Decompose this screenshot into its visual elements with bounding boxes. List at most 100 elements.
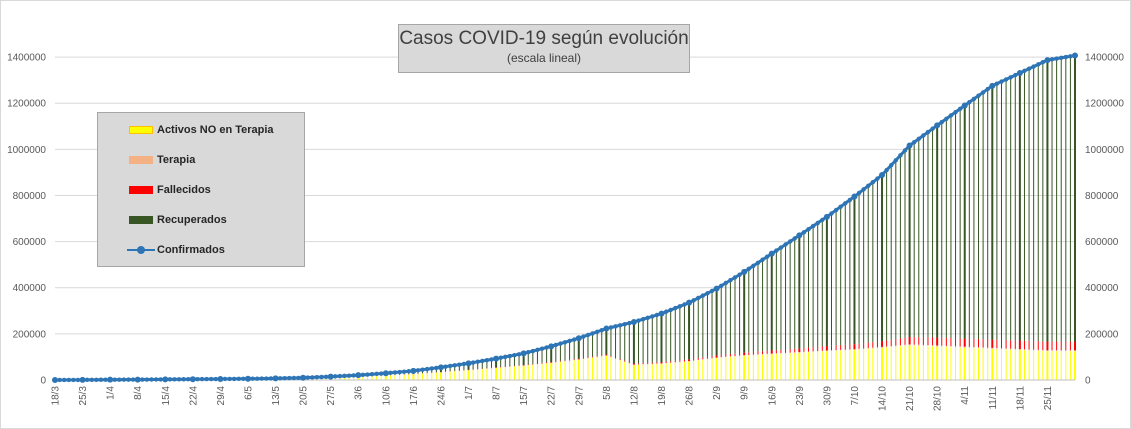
bar-fill-fallecidos — [729, 354, 731, 357]
point-confirmados — [374, 371, 379, 377]
bar-fallecidos — [936, 337, 939, 346]
bar-fill-activos-no-en-terapia — [1042, 350, 1044, 380]
bar-fill-recuperados — [670, 309, 672, 362]
point-confirmados — [296, 375, 301, 381]
point-confirmados — [530, 348, 536, 354]
bar-fill-activos-no-en-terapia — [628, 363, 630, 380]
bar-fill-recuperados — [555, 344, 557, 362]
bar-fill-terapia — [867, 348, 869, 349]
bar-fill-recuperados — [780, 247, 782, 350]
bar-fill-activos-no-en-terapia — [596, 357, 598, 380]
bar-fill-activos-no-en-terapia — [711, 358, 713, 380]
point-confirmados — [829, 211, 834, 216]
bar-fill-terapia — [945, 345, 947, 347]
bar-recuperados — [495, 358, 498, 368]
point-confirmados — [755, 260, 761, 265]
point-confirmados — [838, 204, 843, 209]
bar-fill-activos-no-en-terapia — [1028, 350, 1030, 380]
bar-fill-terapia — [858, 348, 860, 350]
bar-fill-activos-no-en-terapia — [555, 362, 557, 380]
bar-recuperados — [467, 363, 470, 370]
point-confirmados — [420, 367, 425, 372]
bar-fill-activos-no-en-terapia — [849, 350, 851, 380]
bar-fill-activos-no-en-terapia — [592, 357, 594, 380]
bar-terapia — [743, 355, 746, 356]
point-confirmados — [186, 377, 191, 382]
bar-fill-activos-no-en-terapia — [876, 348, 878, 380]
bar-fill-activos-no-en-terapia — [835, 350, 837, 380]
point-confirmados — [172, 377, 177, 382]
bar-fill-recuperados — [638, 320, 640, 364]
bar-activos-no-en-terapia — [495, 368, 498, 380]
bar-fill-activos-no-en-terapia — [1060, 351, 1062, 380]
bar-fill-recuperados — [720, 285, 722, 355]
point-confirmados — [971, 96, 977, 102]
bar-fill-terapia — [849, 349, 851, 351]
bar-fill-fallecidos — [835, 345, 837, 351]
bar-recuperados — [798, 235, 801, 349]
bar-fallecidos — [991, 339, 994, 348]
bar-fill-activos-no-en-terapia — [1033, 350, 1035, 380]
bar-fill-fallecidos — [973, 338, 975, 348]
bar-fill-activos-no-en-terapia — [729, 356, 731, 380]
bar-fallecidos — [881, 341, 884, 347]
bar-fill-terapia — [734, 355, 736, 357]
bar-fill-fallecidos — [1056, 341, 1058, 351]
bar-fill-terapia — [895, 345, 897, 347]
bar-fill-activos-no-en-terapia — [950, 347, 952, 380]
bar-fallecidos — [660, 362, 663, 364]
bar-fill-recuperados — [927, 132, 929, 338]
bar-fill-recuperados — [527, 352, 529, 365]
bar-fill-fallecidos — [899, 338, 901, 346]
bar-fill-activos-no-en-terapia — [477, 369, 479, 380]
bar-fill-activos-no-en-terapia — [573, 360, 575, 380]
x-tick-label: 8/4 — [133, 386, 144, 400]
point-confirmados — [967, 100, 972, 105]
bar-fallecidos — [963, 338, 966, 347]
bar-fill-fallecidos — [996, 339, 998, 349]
legend-item-activos: Activos NO en Terapia — [98, 122, 304, 138]
x-tick-label: 9/9 — [740, 386, 751, 400]
point-confirmados — [241, 376, 246, 382]
point-confirmados — [526, 350, 531, 355]
bar-fill-activos-no-en-terapia — [725, 357, 727, 380]
point-confirmados — [475, 359, 480, 364]
bar-fill-activos-no-en-terapia — [403, 374, 405, 380]
point-confirmados — [603, 325, 610, 332]
point-confirmados — [1049, 57, 1055, 62]
bar-fill-recuperados — [918, 138, 920, 338]
bar-fill-fallecidos — [1010, 340, 1012, 349]
bar-fill-fallecidos — [596, 355, 598, 357]
bar-fill-fallecidos — [748, 352, 750, 355]
bar-fill-terapia — [1056, 350, 1058, 352]
bar-fill-terapia — [766, 353, 768, 355]
x-tick-label: 6/5 — [243, 386, 254, 400]
point-confirmados — [434, 365, 439, 371]
point-confirmados — [452, 363, 457, 368]
bar-fill-activos-no-en-terapia — [394, 375, 396, 380]
point-confirmados — [1022, 68, 1027, 74]
point-confirmados — [264, 376, 269, 381]
bar-fill-recuperados — [913, 142, 915, 338]
bar-fill-fallecidos — [895, 339, 897, 346]
point-confirmados — [437, 364, 444, 371]
bar-fill-recuperados — [808, 229, 810, 348]
point-confirmados — [957, 106, 963, 112]
bar-recuperados — [1074, 55, 1076, 342]
bar-fill-activos-no-en-terapia — [435, 372, 437, 380]
point-confirmados — [622, 322, 627, 327]
bar-fill-recuperados — [518, 354, 520, 366]
bar-terapia — [936, 345, 939, 347]
bar-fill-activos-no-en-terapia — [932, 346, 934, 380]
bar-fill-activos-no-en-terapia — [913, 345, 915, 380]
point-confirmados — [741, 268, 748, 275]
bar-fill-recuperados — [569, 340, 571, 360]
point-confirmados — [520, 350, 527, 357]
bar-recuperados — [825, 216, 828, 347]
point-confirmados — [613, 324, 618, 329]
bar-fill-activos-no-en-terapia — [546, 363, 548, 380]
point-confirmados — [976, 93, 981, 98]
legend-swatch-recuperados — [129, 216, 153, 224]
bar-fill-activos-no-en-terapia — [362, 376, 364, 380]
point-confirmados — [548, 343, 555, 350]
